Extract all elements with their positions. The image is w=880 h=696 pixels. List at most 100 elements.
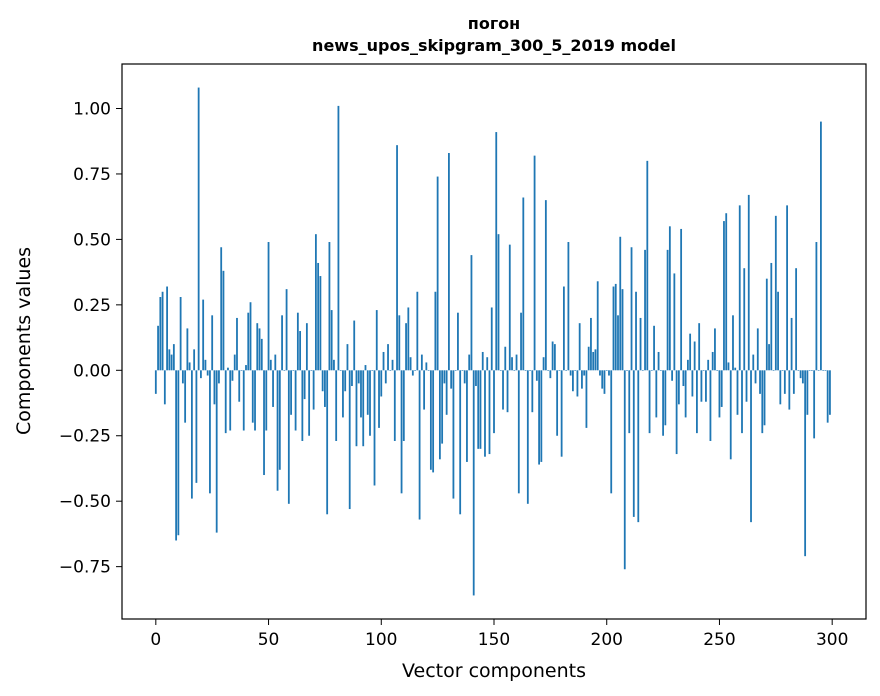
bar-176 — [551, 341, 554, 371]
y-tick-label: 1.00 — [73, 100, 111, 120]
bar-197 — [599, 370, 601, 376]
chart-title-line-1: погон — [468, 14, 520, 33]
bar-219 — [648, 370, 651, 434]
bar-246 — [709, 370, 712, 441]
bar-20 — [200, 370, 202, 379]
bar-210 — [628, 370, 631, 434]
bar-281 — [788, 370, 791, 410]
bar-150 — [493, 370, 495, 434]
y-tick-label: −0.50 — [59, 492, 111, 512]
bar-204 — [614, 283, 617, 371]
bar-167 — [531, 370, 534, 413]
bar-74 — [321, 370, 324, 392]
bar-26 — [213, 370, 216, 405]
bar-253 — [725, 213, 728, 371]
bar-170 — [538, 370, 540, 465]
bar-6 — [168, 349, 171, 371]
bar-49 — [265, 370, 268, 431]
bar-44 — [254, 370, 256, 431]
bar-29 — [220, 247, 223, 371]
bar-102 — [384, 370, 387, 384]
bar-195 — [594, 349, 597, 371]
bar-190 — [583, 370, 586, 376]
bar-163 — [522, 197, 525, 371]
bar-173 — [544, 200, 547, 371]
bar-57 — [283, 370, 286, 371]
bar-1 — [157, 325, 159, 371]
bar-277 — [779, 370, 782, 405]
bar-267 — [756, 328, 759, 371]
bar-273 — [770, 262, 773, 371]
bar-99 — [378, 370, 380, 428]
bar-61 — [292, 370, 295, 371]
bar-82 — [339, 370, 342, 371]
bar-125 — [436, 176, 439, 371]
bar-211 — [630, 247, 633, 371]
bar-68 — [308, 370, 311, 436]
bar-32 — [227, 367, 229, 371]
bar-59 — [287, 370, 290, 504]
x-tick-label: 0 — [150, 630, 161, 650]
bar-122 — [429, 370, 432, 470]
bar-182 — [565, 370, 568, 371]
bar-212 — [632, 370, 635, 517]
bar-109 — [400, 370, 403, 494]
bar-295 — [820, 121, 822, 371]
y-tick-label: 0.25 — [73, 296, 111, 316]
bar-194 — [592, 351, 595, 371]
bar-2 — [159, 297, 162, 371]
bar-244 — [705, 370, 707, 402]
bar-86 — [348, 370, 351, 510]
bar-249 — [716, 370, 719, 371]
bar-42 — [249, 302, 252, 371]
bar-47 — [260, 338, 263, 371]
bar-62 — [294, 370, 297, 431]
bar-114 — [411, 370, 414, 376]
bar-209 — [626, 370, 628, 371]
bar-259 — [738, 205, 741, 371]
bar-193 — [590, 317, 592, 371]
bar-16 — [190, 370, 193, 499]
bar-288 — [804, 370, 807, 557]
bar-100 — [380, 370, 383, 397]
bar-242 — [700, 370, 703, 402]
y-axis-ticks: −0.75 −0.50 −0.25 0.00 0.25 0.50 0.75 1.00 — [59, 100, 122, 578]
bar-263 — [747, 194, 750, 371]
bar-21 — [202, 299, 205, 371]
bar-160 — [515, 354, 518, 371]
bar-139 — [468, 354, 471, 371]
bar-268 — [759, 370, 761, 394]
bar-215 — [639, 317, 642, 371]
bar-40 — [245, 365, 247, 371]
bar-18 — [195, 370, 198, 483]
bar-152 — [497, 234, 500, 371]
bar-165 — [526, 370, 529, 504]
bar-116 — [416, 291, 419, 371]
bar-65 — [301, 370, 304, 441]
bar-233 — [680, 228, 683, 371]
bar-37 — [238, 370, 241, 402]
bar-64 — [299, 331, 302, 371]
x-tick-label: 50 — [258, 630, 280, 650]
bar-128 — [443, 370, 446, 384]
x-tick-label: 100 — [365, 630, 397, 650]
bar-192 — [587, 346, 590, 371]
bar-172 — [542, 357, 545, 371]
y-tick-label: 0.50 — [73, 230, 111, 250]
bar-121 — [427, 370, 430, 371]
bar-83 — [342, 370, 344, 418]
bar-27 — [215, 370, 218, 533]
bar-251 — [720, 370, 723, 407]
bar-55 — [278, 370, 281, 470]
bar-108 — [398, 315, 401, 371]
bar-290 — [808, 370, 811, 371]
bar-178 — [556, 370, 559, 436]
bar-19 — [197, 87, 200, 371]
bar-289 — [806, 370, 809, 415]
y-tick-label: −0.75 — [59, 558, 111, 578]
bar-75 — [324, 370, 326, 407]
bar-143 — [477, 370, 480, 449]
bar-70 — [312, 370, 315, 410]
bar-208 — [623, 370, 626, 570]
bar-144 — [479, 370, 482, 449]
